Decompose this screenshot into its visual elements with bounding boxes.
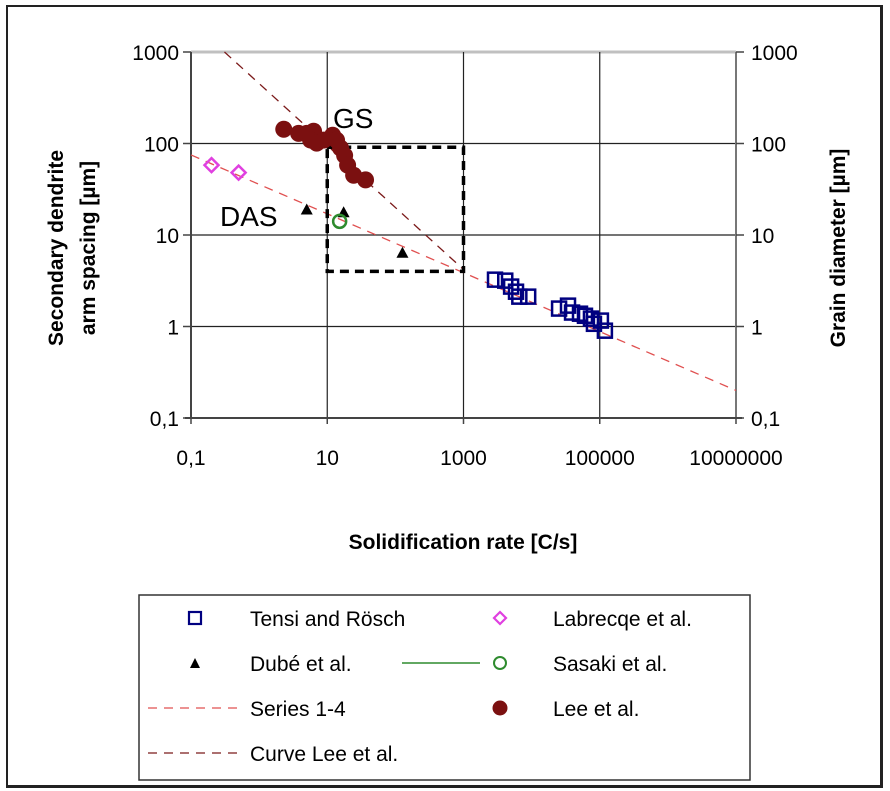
y-axis-label-line1: Secondary dendrite <box>45 150 68 346</box>
axes <box>183 51 744 424</box>
y-tick-label: 10 <box>156 225 179 248</box>
point-tensi-and-r-sch <box>486 271 504 288</box>
legend-symbol-diamond <box>492 610 508 626</box>
point-labrecqe-et-al <box>229 163 248 182</box>
point-tensi-and-r-sch <box>571 305 589 322</box>
data-points <box>202 120 614 339</box>
y2-tick-label: 100 <box>751 134 786 157</box>
annotation-das: DAS <box>220 201 278 232</box>
legend-symbol-triangle <box>190 658 200 668</box>
x-tick-label: 1000 <box>440 447 487 470</box>
y2-tick-label: 1 <box>751 317 763 340</box>
y-tick-label: 1000 <box>132 42 179 65</box>
legend-item-curve-lee-et-al: Curve Lee et al. <box>148 743 398 766</box>
y2-axis-label-text: Grain diameter [µm] <box>827 149 850 348</box>
y2-axis-label: Grain diameter [µm] <box>827 149 850 348</box>
legend-label: Series 1-4 <box>250 698 346 721</box>
y-tick-label: 1 <box>167 317 179 340</box>
point-tensi-and-r-sch <box>582 310 600 327</box>
legend: Tensi and Rösch Labrecqe et al. Dubé et al… <box>138 594 751 781</box>
point-labrecqe-et-al <box>202 156 221 174</box>
y2-tick-label: 10 <box>751 225 774 248</box>
point-tensi-and-r-sch <box>596 322 614 339</box>
legend-symbol-circle-open <box>493 656 507 670</box>
legend-item-series-1-4: Series 1-4 <box>148 698 346 721</box>
legend-item-sasaki-et-al: Sasaki et al. <box>402 653 667 676</box>
point-tensi-and-r-sch <box>519 288 537 305</box>
point-tensi-and-r-sch <box>511 288 528 305</box>
legend-box <box>138 594 751 781</box>
legend-label: Labrecqe et al. <box>553 608 692 631</box>
y-axis-label: Secondary dendrite arm spacing [µm] <box>45 150 100 346</box>
point-dub-et-al <box>396 246 409 258</box>
tick-labels: 0,1 0,1 1 1 10 10 100 100 1000 1000 0,1 10 1000 10000… <box>132 42 797 470</box>
annotation-gs: GS <box>333 103 373 134</box>
gridlines <box>191 50 736 418</box>
y2-tick-label: 0,1 <box>751 408 780 431</box>
highlight-box <box>325 145 466 274</box>
legend-item-labrecqe-et-al: Labrecqe et al. <box>492 608 692 631</box>
chart-frame <box>6 5 883 788</box>
y2-tick-label: 1000 <box>751 42 798 65</box>
point-tensi-and-r-sch <box>507 283 525 300</box>
legend-item-dub-et-al: Dubé et al. <box>190 653 352 676</box>
x-tick-label: 10 <box>316 447 339 470</box>
legend-label: Sasaki et al. <box>553 653 667 676</box>
y-tick-label: 100 <box>144 134 179 157</box>
x-tick-label: 10000000 <box>689 447 782 470</box>
legend-item-lee-et-al: Lee et al. <box>492 698 639 721</box>
y-axis-label-line2: arm spacing [µm] <box>77 161 100 335</box>
legend-label: Lee et al. <box>553 698 639 721</box>
point-sasaki-et-al <box>331 213 348 230</box>
point-lee-et-al <box>275 120 293 138</box>
x-tick-label: 0,1 <box>176 447 205 470</box>
legend-symbol-square <box>187 610 203 626</box>
point-dub-et-al <box>300 203 313 215</box>
legend-item-tensi-and-r-sch: Tensi and Rösch <box>187 608 405 631</box>
legend-symbol-circle-filled <box>492 700 508 716</box>
x-tick-label: 100000 <box>565 447 635 470</box>
highlight-box-rect <box>325 145 466 274</box>
x-axis-label: Solidification rate [C/s] <box>349 531 578 554</box>
point-lee-et-al <box>357 171 375 189</box>
legend-label: Curve Lee et al. <box>250 743 398 766</box>
legend-label: Dubé et al. <box>250 653 352 676</box>
point-tensi-and-r-sch <box>592 312 610 329</box>
legend-label: Tensi and Rösch <box>250 608 405 631</box>
y-tick-label: 0,1 <box>150 408 179 431</box>
